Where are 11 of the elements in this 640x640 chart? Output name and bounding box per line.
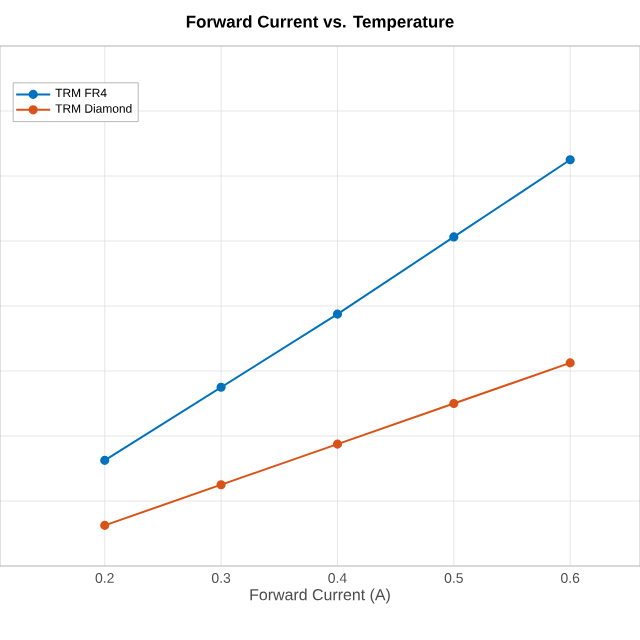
- point: [332, 439, 343, 449]
- point: [565, 358, 575, 368]
- point: [449, 232, 459, 242]
- point: [216, 480, 226, 490]
- point: [100, 455, 110, 465]
- point: [332, 309, 343, 319]
- point: [449, 398, 459, 409]
- chart-title: Forward Current vs. Temperature: [186, 15, 454, 31]
- point: [216, 382, 226, 392]
- point: [100, 520, 110, 530]
- point: [565, 155, 575, 165]
